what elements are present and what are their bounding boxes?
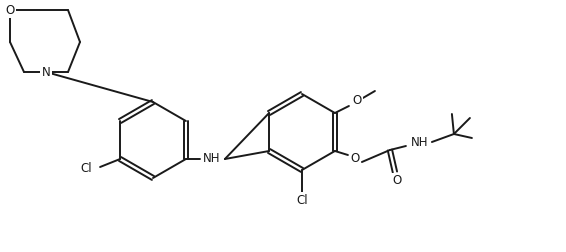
Text: Cl: Cl [296, 194, 308, 206]
Text: O: O [350, 152, 359, 166]
Text: O: O [352, 94, 362, 108]
Text: NH: NH [203, 152, 221, 166]
Text: N: N [42, 66, 50, 79]
Text: Cl: Cl [80, 162, 92, 174]
Text: NH: NH [411, 136, 428, 148]
Text: O: O [5, 4, 15, 16]
Text: O: O [392, 174, 401, 187]
